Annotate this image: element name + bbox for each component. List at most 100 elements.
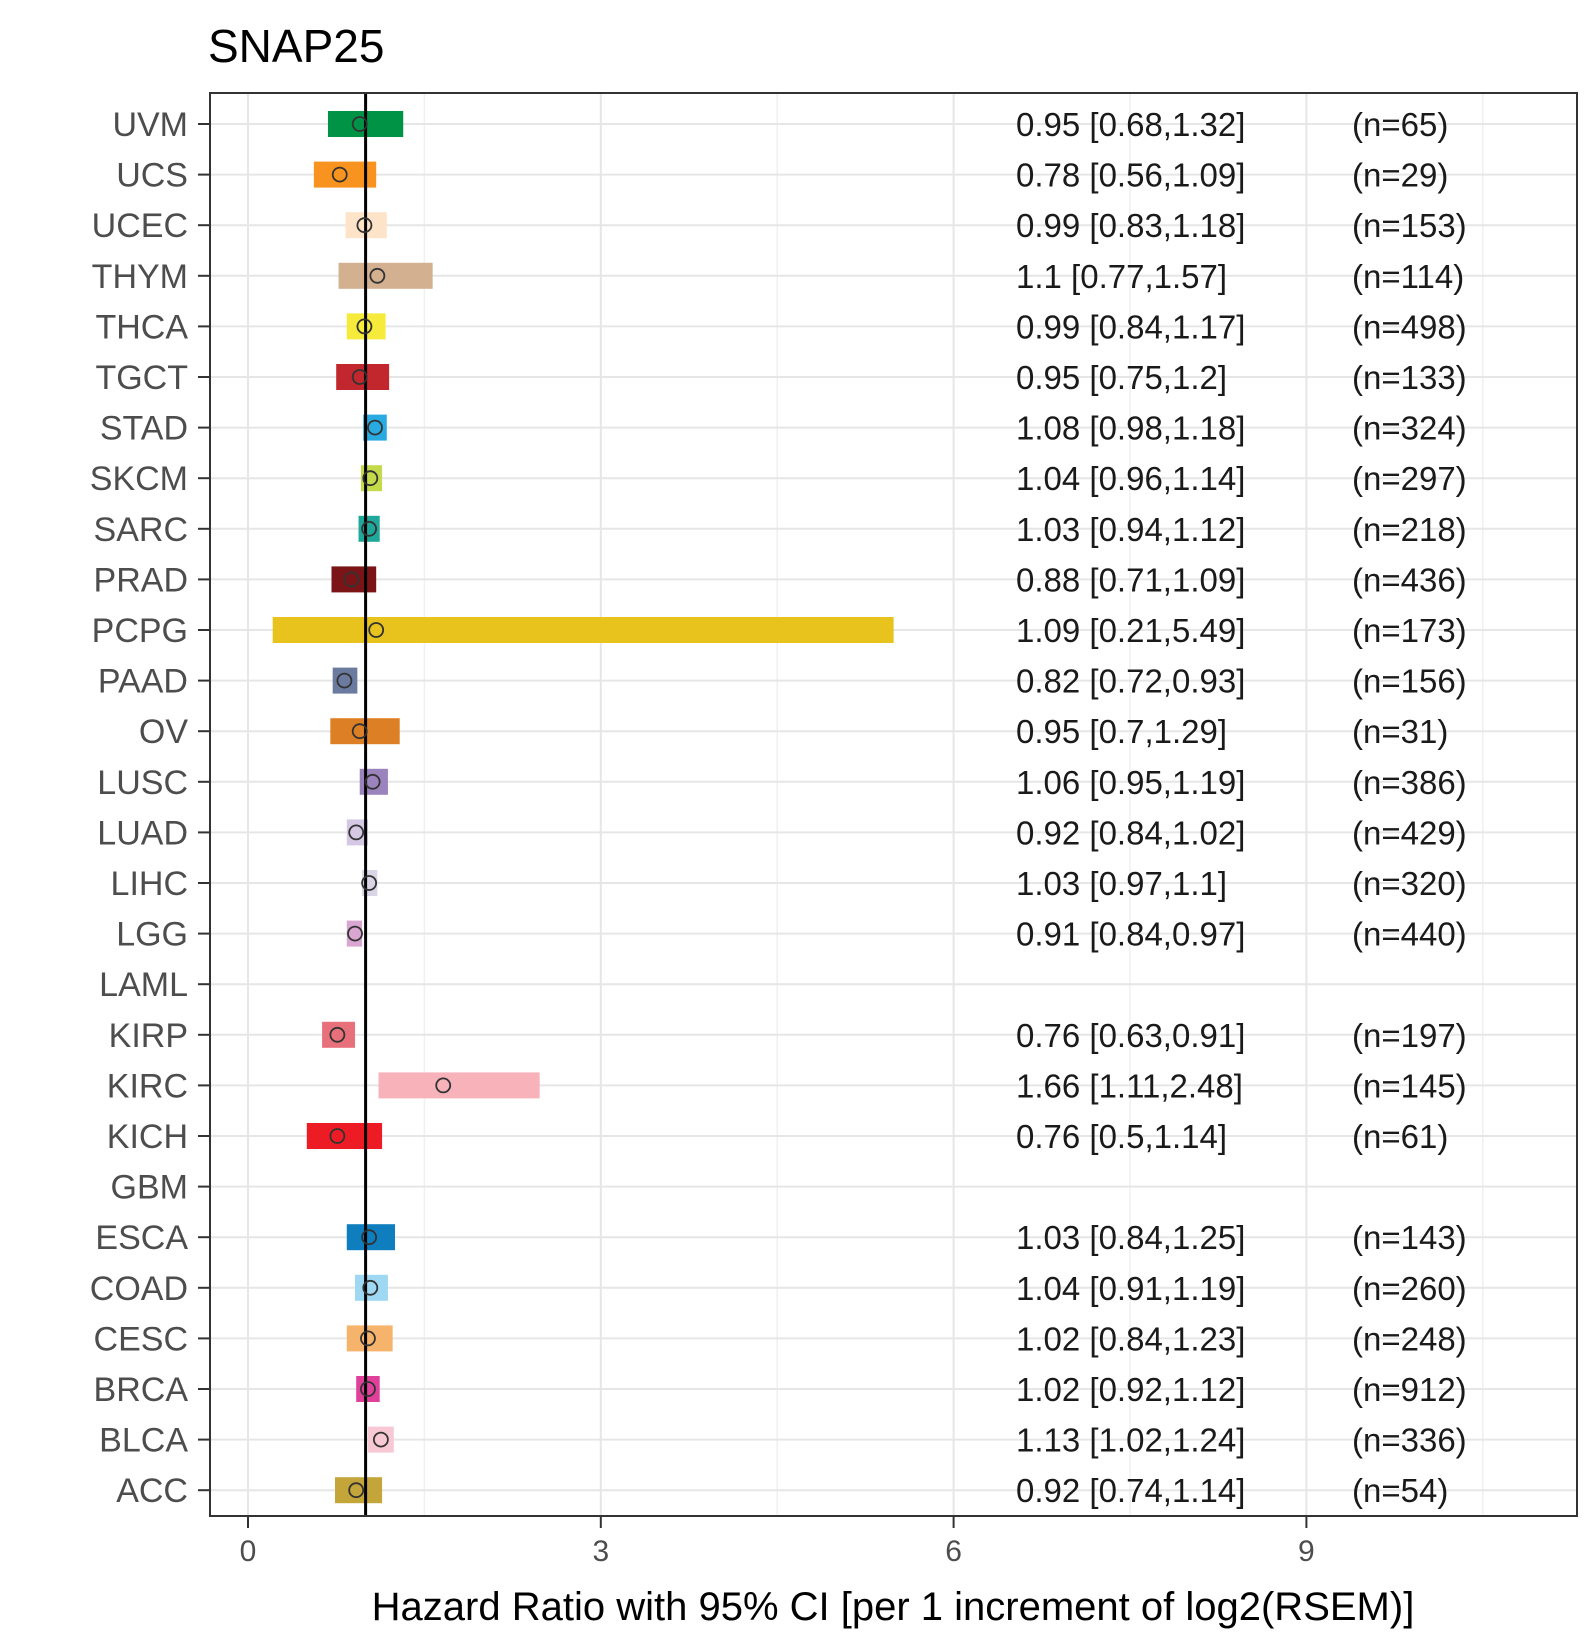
n-text-tgct: (n=133) (1352, 359, 1467, 396)
ci-text-lusc: 1.06 [0.95,1.19] (1016, 764, 1245, 801)
row-label-lusc: LUSC (97, 764, 188, 802)
ci-text-tgct: 0.95 [0.75,1.2] (1016, 359, 1227, 396)
cancer-type-labels: UVM UCS UCEC THYM THCA TGCT STAD SKCM SARC PRAD PC… (90, 106, 210, 1510)
n-text-ucs: (n=29) (1352, 157, 1448, 194)
hr-point-sarc (361, 520, 378, 537)
row-label-esca: ESCA (95, 1219, 188, 1257)
ci-bar-blca (367, 1426, 394, 1453)
hr-point-kirp (329, 1026, 346, 1043)
hr-point-kich (329, 1128, 346, 1144)
n-text-lgg: (n=440) (1352, 916, 1467, 953)
row-label-laml: LAML (99, 966, 188, 1004)
hr-point-lusc (364, 773, 381, 790)
ci-text-ucs: 0.78 [0.56,1.09] (1016, 157, 1245, 194)
hr-point-ov (351, 723, 368, 740)
ci-bar-acc (335, 1477, 383, 1504)
row-label-brca: BRCA (94, 1371, 189, 1409)
row-label-ucec: UCEC (92, 207, 188, 245)
row-label-paad: PAAD (98, 663, 188, 701)
row-label-tgct: TGCT (95, 359, 188, 397)
row-label-thca: THCA (95, 308, 188, 346)
ci-text-esca: 1.03 [0.84,1.25] (1016, 1219, 1245, 1256)
plot-border (209, 92, 1578, 1517)
x-axis: 0 3 6 9 (240, 1516, 1315, 1568)
row-label-sarc: SARC (94, 511, 188, 549)
ci-text-coad: 1.04 [0.91,1.19] (1016, 1270, 1245, 1307)
row-label-stad: STAD (100, 410, 188, 448)
hr-point-thym (369, 267, 386, 284)
ci-bar-lgg (346, 920, 363, 947)
ci-bar-prad (331, 566, 377, 593)
n-text-ucec: (n=153) (1352, 207, 1467, 244)
ci-bar-kirp (322, 1021, 356, 1048)
hr-point-skcm (362, 470, 379, 487)
hr-point-lihc (361, 875, 378, 891)
row-label-lgg: LGG (116, 916, 188, 954)
hr-point-luad (348, 824, 365, 841)
n-text-lihc: (n=320) (1352, 865, 1467, 902)
row-label-kirp: KIRP (109, 1017, 188, 1055)
ci-bar-stad (363, 414, 387, 441)
hr-point-kirc (435, 1077, 452, 1094)
n-text-skcm: (n=297) (1352, 460, 1467, 497)
row-label-uvm: UVM (112, 106, 188, 144)
row-label-cesc: CESC (94, 1320, 188, 1358)
hr-point-prad (343, 571, 360, 588)
ci-text-thym: 1.1 [0.77,1.57] (1016, 258, 1227, 295)
hr-point-pcpg (368, 622, 385, 638)
hr-point-acc (348, 1482, 365, 1499)
ci-text-kirc: 1.66 [1.11,2.48] (1016, 1067, 1243, 1104)
ci-text-sarc: 1.03 [0.94,1.12] (1016, 511, 1245, 548)
ci-text-thca: 0.99 [0.84,1.17] (1016, 308, 1245, 345)
x-tick-label: 9 (1298, 1535, 1315, 1568)
n-text-sarc: (n=218) (1352, 511, 1467, 548)
ci-bar-brca (356, 1376, 380, 1402)
row-label-blca: BLCA (99, 1422, 188, 1460)
hr-point-thca (356, 318, 373, 335)
ci-text-prad: 0.88 [0.71,1.09] (1016, 561, 1245, 598)
row-label-thym: THYM (92, 258, 188, 296)
row-label-skcm: SKCM (90, 460, 188, 498)
ci-text-paad: 0.82 [0.72,0.93] (1016, 663, 1245, 700)
hr-point-paad (336, 672, 353, 689)
x-tick-label: 6 (945, 1535, 962, 1568)
ci-text-uvm: 0.95 [0.68,1.32] (1016, 106, 1245, 143)
ci-bar-kirc (378, 1072, 540, 1099)
hr-point-ucs (331, 166, 348, 183)
row-label-acc: ACC (116, 1472, 188, 1510)
n-text-blca: (n=336) (1352, 1422, 1467, 1459)
n-text-paad: (n=156) (1352, 663, 1467, 700)
hr-point-stad (367, 419, 383, 436)
ci-text-blca: 1.13 [1.02,1.24] (1016, 1422, 1245, 1459)
ci-bar-sarc (358, 515, 380, 542)
ci-bar-pcpg (272, 617, 894, 643)
row-label-luad: LUAD (97, 814, 188, 852)
hr-point-blca (372, 1431, 389, 1448)
ci-text-skcm: 1.04 [0.96,1.14] (1016, 460, 1245, 497)
n-text-kirc: (n=145) (1352, 1067, 1467, 1104)
row-label-prad: PRAD (94, 561, 188, 599)
ci-text-stad: 1.08 [0.98,1.18] (1016, 410, 1245, 447)
n-text-coad: (n=260) (1352, 1270, 1467, 1307)
hr-point-coad (362, 1279, 379, 1296)
n-text-ov: (n=31) (1352, 713, 1448, 750)
plot-panel (210, 93, 1577, 1516)
ci-bar-lusc (359, 768, 388, 795)
n-text-uvm: (n=65) (1352, 106, 1448, 143)
ci-text-lgg: 0.91 [0.84,0.97] (1016, 916, 1245, 953)
hr-point-ucec (356, 217, 373, 234)
ci-text-brca: 1.02 [0.92,1.12] (1016, 1371, 1245, 1408)
hr-points (329, 116, 452, 1499)
ci-text-kirp: 0.76 [0.63,0.91] (1016, 1017, 1245, 1054)
hr-point-tgct (351, 369, 368, 385)
ci-text-cesc: 1.02 [0.84,1.23] (1016, 1320, 1245, 1357)
row-label-kich: KICH (107, 1118, 188, 1156)
n-text-lusc: (n=386) (1352, 764, 1467, 801)
row-annotations: 0.95 [0.68,1.32] (n=65) 0.78 [0.56,1.09] (n… (1016, 106, 1467, 1509)
hr-point-esca (361, 1229, 378, 1246)
row-label-gbm: GBM (111, 1169, 188, 1207)
row-label-kirc: KIRC (107, 1067, 188, 1105)
ci-bar-esca (346, 1224, 395, 1251)
n-text-esca: (n=143) (1352, 1219, 1467, 1256)
